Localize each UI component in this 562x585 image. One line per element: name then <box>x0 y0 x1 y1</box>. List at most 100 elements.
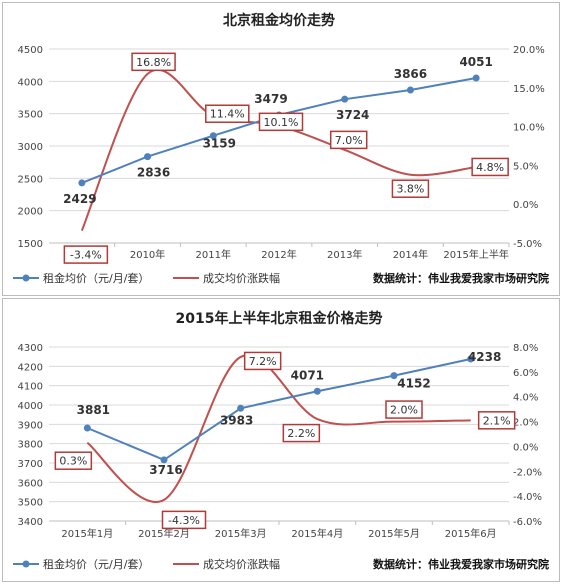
legend-marker-rent-price <box>22 274 30 282</box>
y-left-tick-label: 2500 <box>18 174 43 185</box>
change-rate-data-label: 0.3% <box>59 455 87 468</box>
y-left-tick-label: 4000 <box>18 401 43 412</box>
y-left-tick-label: 4500 <box>18 45 43 56</box>
x-tick-label: 2011年 <box>196 248 231 261</box>
legend-label-rent-price: 租金均价（元/月/套） <box>43 557 149 571</box>
change-rate-label-box <box>243 351 282 371</box>
y-right-tick-label: 8.0% <box>513 343 538 354</box>
chart-annual: 北京租金均价走势 1500 2000 2500 3000 3500 4000 4500 -5.0… <box>13 12 549 285</box>
rent-price-point <box>313 387 321 395</box>
x-tick-label: 2014年 <box>393 248 428 261</box>
legend-marker-rent-price <box>22 560 30 568</box>
chart-title: 北京租金均价走势 <box>223 12 335 29</box>
x-tick-label: 2015年6月 <box>445 527 497 540</box>
x-tick-label: 2012年 <box>261 248 296 261</box>
rent-price-point <box>160 456 168 464</box>
change-rate-data-label: 7.2% <box>249 355 277 368</box>
change-rate-label-box <box>205 104 250 123</box>
y-left-tick-label: 4100 <box>18 382 43 393</box>
rent-price-data-label: 4071 <box>291 368 324 382</box>
rent-price-point <box>144 153 152 161</box>
rent-price-point <box>78 179 86 187</box>
chart-monthly: 2015年上半年北京租金价格走势 3400 3500 3600 3700 3800 3900… <box>13 310 549 571</box>
y-right-tick-label: -2.0% <box>513 467 542 478</box>
rent-price-point <box>83 424 91 432</box>
change-rate-label-box <box>282 423 321 443</box>
chart-panel-monthly: 2015年上半年北京租金价格走势 3400 3500 3600 3700 3800 3900… <box>2 298 560 582</box>
y-right-tick-label: 0.0% <box>513 200 538 211</box>
x-tick-label: 2015年上半年 <box>443 248 508 261</box>
legend-label-rent-price: 租金均价（元/月/套） <box>43 271 149 285</box>
y-left-tick-label: 1500 <box>18 239 43 250</box>
y-right-tick-label: -6.0% <box>513 517 542 528</box>
change-rate-label-box <box>477 411 516 430</box>
rent-price-data-label: 3716 <box>149 463 182 477</box>
rent-price-data-label: 3479 <box>254 92 287 106</box>
change-rate-data-label: 2.0% <box>390 404 418 417</box>
x-tick-label: 2015年2月 <box>138 527 190 540</box>
change-rate-label-box <box>471 157 509 177</box>
x-tick-label: 2015年4月 <box>291 527 343 540</box>
y-right-tick-label: 2.0% <box>513 418 538 429</box>
rent-price-data-label: 2836 <box>137 166 170 180</box>
change-rate-label-box <box>54 451 93 470</box>
rent-price-point <box>467 355 475 363</box>
y-right-tick-label: -4.0% <box>513 492 542 503</box>
change-rate-data-label: 4.8% <box>476 161 504 174</box>
rent-price-point <box>472 74 480 82</box>
rent-price-data-label: 4238 <box>468 350 501 364</box>
series-line-rent-price <box>86 358 471 462</box>
y-left-tick-label: 3700 <box>18 459 43 470</box>
rent-price-data-label: 3881 <box>77 403 110 417</box>
y-left-tick-label: 4300 <box>18 343 43 354</box>
y-left-tick-label: 3500 <box>18 110 43 121</box>
x-tick-label: 2015年1月 <box>61 527 113 540</box>
rent-price-data-label: 4051 <box>459 55 492 69</box>
y-left-tick-label: 3400 <box>18 517 43 528</box>
y-right-tick-label: 15.0% <box>513 84 545 95</box>
rent-price-data-label: 4152 <box>397 377 430 391</box>
change-rate-data-label: -3.4% <box>70 249 102 262</box>
rent-price-data-label: 2429 <box>63 192 96 206</box>
y-right-tick-label: 10.0% <box>513 123 545 134</box>
y-left-tick-label: 3800 <box>18 440 43 451</box>
x-tick-label: 2013年 <box>327 248 362 261</box>
y-right-tick-label: 20.0% <box>513 45 545 56</box>
y-left-tick-label: 3500 <box>18 498 43 509</box>
change-rate-data-label: 3.8% <box>396 183 424 196</box>
source-note: 数据统计：伟业我爱我家市场研究院 <box>373 271 549 285</box>
change-rate-label-box <box>131 52 176 72</box>
legend-label-change-rate: 成交均价涨跌幅 <box>203 271 280 285</box>
legend-label-change-rate: 成交均价涨跌幅 <box>203 557 280 571</box>
chart-title: 2015年上半年北京租金价格走势 <box>176 310 383 327</box>
change-rate-label-box <box>391 179 430 198</box>
rent-price-point <box>341 95 349 103</box>
change-rate-data-label: -4.3% <box>168 514 200 527</box>
change-rate-data-label: 11.4% <box>210 108 245 121</box>
change-rate-label-box <box>258 112 304 132</box>
rent-price-point <box>209 132 217 140</box>
rent-price-point <box>406 86 414 94</box>
y-left-tick-label: 3600 <box>18 478 43 489</box>
y-left-tick-label: 3000 <box>18 142 43 153</box>
change-rate-data-label: 7.0% <box>335 134 363 147</box>
y-left-tick-label: 4200 <box>18 362 43 373</box>
y-right-tick-label: 4.0% <box>513 393 538 404</box>
source-note: 数据统计：伟业我爱我家市场研究院 <box>373 557 549 571</box>
change-rate-data-label: 2.2% <box>287 427 315 440</box>
y-right-tick-label: 0.0% <box>513 442 538 453</box>
rent-price-data-label: 3866 <box>394 67 427 81</box>
x-tick-label: 2010年 <box>130 248 165 261</box>
y-right-tick-label: 5.0% <box>513 161 538 172</box>
x-tick-label: 2015年3月 <box>215 527 267 540</box>
change-rate-data-label: 10.1% <box>264 116 299 129</box>
x-tick-label: 2015年5月 <box>368 527 420 540</box>
rent-price-data-label: 3724 <box>336 108 369 122</box>
rent-price-data-label: 3983 <box>220 413 253 427</box>
change-rate-label-box <box>329 130 368 150</box>
y-left-tick-label: 3900 <box>18 420 43 431</box>
change-rate-label-box <box>161 510 207 530</box>
change-rate-label-box <box>63 245 109 264</box>
y-right-tick-label: -5.0% <box>513 239 542 250</box>
change-rate-label-box <box>385 400 423 419</box>
